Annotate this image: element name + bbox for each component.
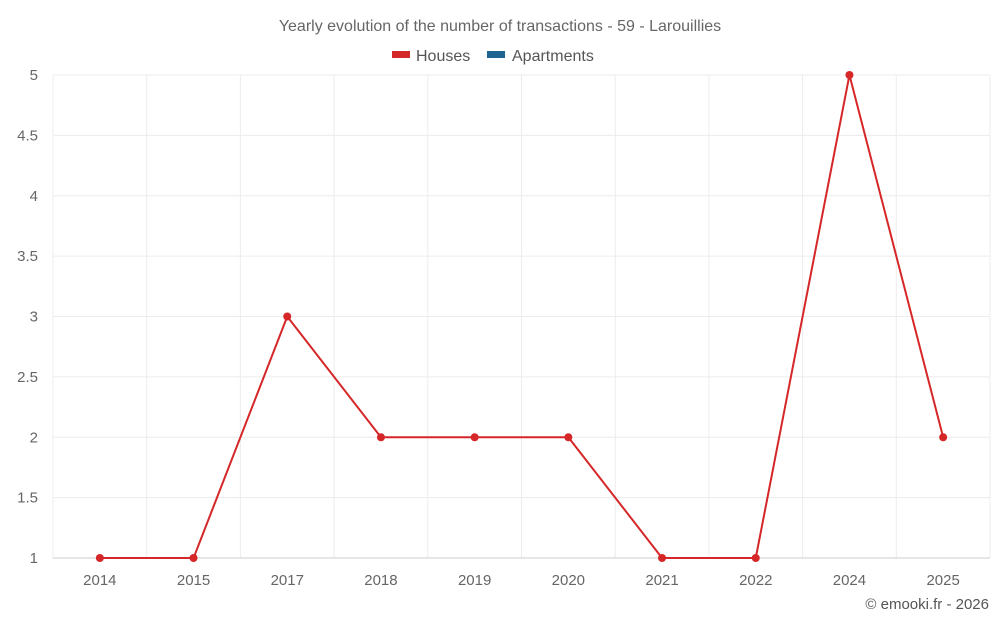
y-tick-label: 4	[30, 188, 38, 205]
data-point-houses-2024[interactable]	[845, 71, 854, 79]
y-tick-label: 3	[30, 309, 38, 326]
x-tick-label: 2014	[83, 572, 116, 589]
x-tick-label: 2024	[833, 572, 866, 589]
x-tick-label: 2018	[364, 572, 397, 589]
y-tick-label: 2.5	[17, 369, 38, 386]
data-point-houses-2017[interactable]	[283, 312, 292, 321]
data-point-houses-2015[interactable]	[189, 554, 198, 562]
x-tick-label: 2020	[552, 572, 585, 589]
data-point-houses-2021[interactable]	[658, 554, 667, 562]
legend: Houses Apartments	[392, 48, 594, 65]
legend-swatch-apartments	[487, 51, 505, 58]
legend-label-apartments[interactable]: Apartments	[512, 48, 594, 65]
y-tick-label: 3.5	[17, 248, 38, 265]
y-tick-label: 1.5	[17, 490, 38, 507]
data-point-houses-2018[interactable]	[376, 433, 385, 442]
y-tick-label: 2	[30, 429, 38, 446]
y-axis: 1 1.5 2 2.5 3 3.5 4 4.5 5	[17, 67, 38, 567]
data-point-houses-2025[interactable]	[939, 433, 948, 442]
x-tick-label: 2015	[177, 572, 210, 589]
x-tick-label: 2017	[271, 572, 304, 589]
x-axis: 2014 2015 2017 2018 2019 2020 2021 2022 2024 2025	[53, 557, 990, 589]
data-point-houses-2022[interactable]	[751, 554, 760, 562]
y-tick-label: 1	[30, 550, 38, 567]
series-line-houses	[99, 74, 945, 559]
legend-swatch-houses	[392, 51, 410, 58]
y-tick-label: 5	[30, 67, 38, 84]
legend-label-houses[interactable]: Houses	[416, 48, 470, 65]
x-tick-label: 2025	[926, 572, 959, 589]
series-houses	[95, 71, 948, 562]
y-tick-label: 4.5	[17, 127, 38, 144]
credit-text: © emooki.fr - 2026	[865, 596, 989, 613]
grid	[52, 74, 991, 559]
x-tick-label: 2021	[645, 572, 678, 589]
chart-title: Yearly evolution of the number of transa…	[279, 18, 721, 35]
data-point-houses-2014[interactable]	[95, 554, 104, 562]
x-tick-label: 2019	[458, 572, 491, 589]
x-tick-label: 2022	[739, 572, 772, 589]
data-point-houses-2019[interactable]	[470, 433, 479, 442]
data-point-houses-2020[interactable]	[564, 433, 573, 442]
